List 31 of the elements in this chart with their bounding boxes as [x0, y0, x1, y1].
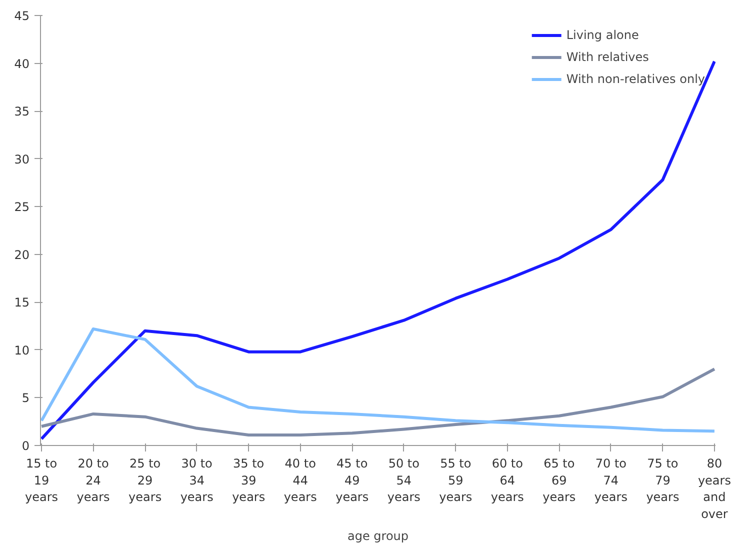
line-series [40, 368, 716, 436]
legend-label: Living alone [566, 28, 639, 42]
y-tick-label: 25 [14, 200, 30, 214]
x-tick-label: 55 to 59 years [439, 456, 472, 504]
legend-label: With relatives [566, 50, 649, 64]
line-series [40, 60, 716, 440]
y-tick-label: 15 [14, 296, 30, 310]
y-tick-label: 10 [14, 343, 30, 358]
y-tick-label: 5 [22, 391, 30, 406]
x-tick-label: 20 to 24 years [76, 456, 110, 504]
x-tick-label: 80 years and over [698, 456, 731, 521]
legend-label: With non-relatives only [566, 72, 705, 86]
x-tick-label: 50 to 54 years [387, 456, 420, 504]
x-tick-label: 25 to 29 years [128, 456, 162, 504]
x-tick-label: 15 to 19 years [25, 456, 58, 504]
x-axis-title: age group [347, 528, 409, 543]
y-tick-label: 30 [14, 152, 30, 166]
x-tick-label: 40 to 44 years [284, 456, 317, 504]
x-tick-label: 30 to 34 years [180, 456, 214, 504]
y-tick-label: 35 [14, 104, 30, 119]
y-tick-label: 40 [14, 56, 30, 71]
line-series [40, 327, 716, 433]
y-tick-label: 45 [14, 9, 30, 23]
x-tick-label: 60 to 64 years [490, 456, 524, 504]
x-tick-label: 75 to 79 years [646, 456, 680, 504]
x-tick-label: 35 to 39 years [232, 456, 266, 504]
x-tick-label: 45 to 49 years [336, 456, 369, 504]
x-tick-label: 65 to 69 years [542, 456, 576, 504]
y-tick-label: 0 [22, 439, 30, 453]
x-tick-label: 70 to 74 years [594, 456, 628, 504]
y-tick-label: 20 [14, 248, 30, 262]
